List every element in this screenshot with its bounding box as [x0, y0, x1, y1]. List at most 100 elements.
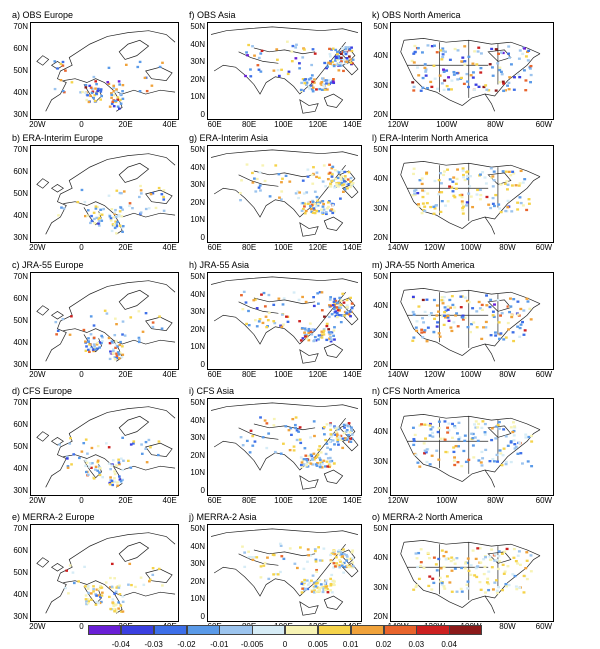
colorbar-label: -0.01 [210, 640, 229, 649]
latitude-label: 10N [190, 215, 205, 225]
station-dot [72, 453, 76, 456]
map-svg [31, 399, 178, 495]
station-dot [421, 298, 425, 302]
station-dot [311, 463, 314, 466]
station-dot [453, 425, 457, 428]
station-dot [473, 436, 477, 439]
station-dot [445, 69, 449, 72]
station-dot [512, 556, 516, 559]
station-dot [428, 463, 432, 466]
station-dot [465, 201, 469, 204]
station-dot [118, 584, 121, 587]
latitude-label: 0 [200, 486, 205, 495]
station-dot [346, 564, 350, 567]
coastline [46, 281, 175, 362]
station-dot [303, 327, 307, 330]
station-dot [251, 444, 255, 447]
station-dot [143, 76, 147, 80]
map-svg [391, 146, 553, 242]
station-dot [282, 297, 286, 300]
station-dot [281, 303, 285, 306]
station-dot [99, 218, 103, 221]
station-dot [342, 180, 346, 183]
station-dot [318, 559, 322, 562]
station-dot [100, 341, 103, 345]
station-dot [303, 48, 306, 51]
station-dot [479, 193, 483, 197]
latitude-label: 30N [373, 456, 388, 466]
station-dot [442, 554, 446, 558]
station-dot [244, 301, 248, 304]
station-dot [113, 333, 117, 337]
station-dot [329, 62, 332, 65]
station-dot [419, 548, 423, 551]
station-dot [481, 457, 485, 460]
coastline [211, 403, 358, 411]
station-dot [121, 436, 124, 439]
station-dot [108, 213, 111, 217]
station-dot [144, 447, 147, 451]
station-dot [479, 561, 483, 564]
station-dot [310, 579, 313, 582]
station-dot [314, 585, 318, 588]
station-dot [512, 172, 516, 175]
station-dot [329, 60, 332, 63]
coastline [239, 302, 279, 314]
station-dot [121, 83, 125, 87]
panel-title: g) ERA-Interim Asia [189, 133, 269, 143]
station-dot [247, 323, 251, 327]
station-dot [162, 198, 166, 201]
station-dot [300, 582, 304, 585]
station-dot [349, 58, 353, 61]
latitude-label: 50N [13, 66, 28, 75]
station-dot [338, 296, 342, 300]
station-dot [350, 46, 353, 49]
station-dot [320, 88, 324, 91]
station-dot [239, 199, 242, 202]
station-dot [255, 177, 259, 181]
station-dot [327, 331, 331, 334]
station-dot [65, 455, 69, 459]
station-dot [463, 316, 467, 320]
station-dot [255, 556, 259, 559]
station-dot [332, 549, 336, 552]
station-dot [121, 600, 125, 603]
station-dot [501, 51, 505, 55]
station-dot [453, 562, 457, 565]
station-dot [318, 201, 322, 204]
station-dot [313, 52, 317, 55]
station-dot [240, 179, 243, 182]
station-dot [338, 437, 342, 440]
station-dot [333, 553, 337, 556]
station-dot [273, 321, 277, 325]
station-dot [288, 448, 292, 452]
station-dot [97, 465, 101, 469]
panel-title: b) ERA-Interim Europe [12, 133, 104, 143]
station-dot [100, 94, 104, 98]
station-dot [259, 70, 263, 73]
station-dot [514, 585, 518, 588]
station-dot [53, 87, 57, 91]
station-dot [314, 205, 318, 208]
colorbar-label: 0.01 [342, 640, 359, 649]
coastline [488, 50, 511, 62]
station-dot [461, 212, 465, 215]
map-svg [208, 23, 361, 119]
station-dot [475, 193, 479, 196]
station-dot [112, 84, 116, 87]
station-dot [521, 462, 524, 465]
station-dot [247, 550, 250, 553]
station-dot [410, 59, 414, 63]
station-dot [92, 75, 96, 79]
station-dot [425, 448, 429, 451]
station-dot [326, 177, 330, 181]
station-dot [492, 204, 496, 208]
panel-title: h) JRA-55 Asia [189, 260, 250, 270]
coastline [46, 154, 175, 235]
coastline [146, 190, 172, 203]
station-dot [118, 478, 122, 481]
station-dot [137, 310, 141, 313]
station-dot [115, 323, 118, 326]
station-dot [340, 179, 344, 183]
station-dot [443, 316, 447, 319]
